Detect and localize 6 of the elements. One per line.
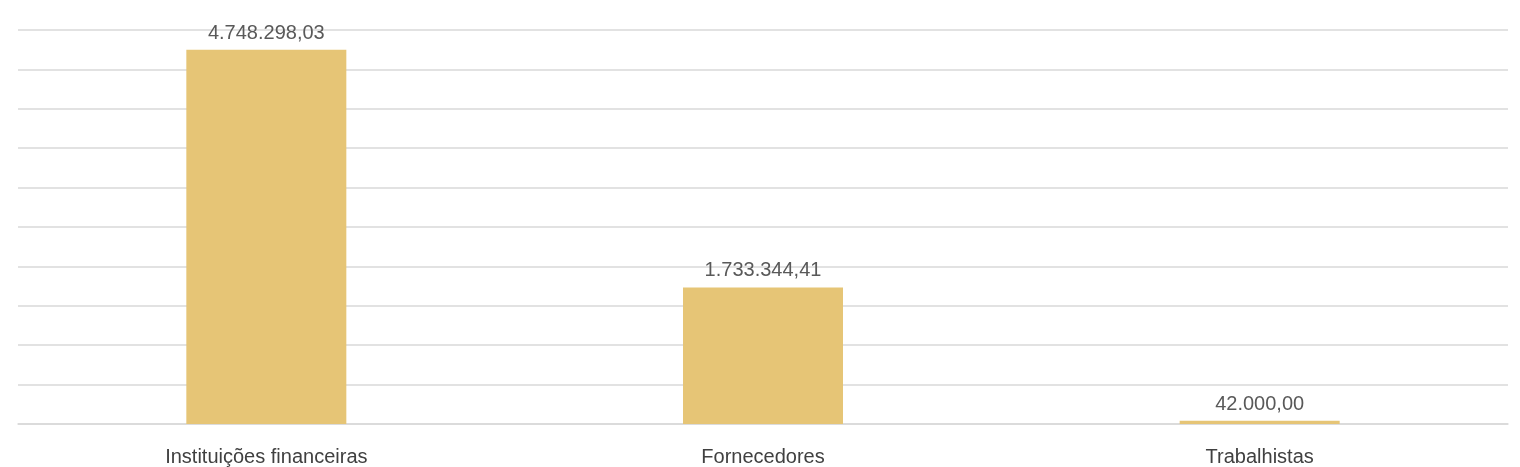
data-label: 42.000,00 [1215, 391, 1305, 414]
x-tick-label: Trabalhistas [1205, 445, 1314, 467]
x-tick-label: Fornecedores [701, 445, 825, 467]
data-label: 4.748.298,03 [207, 20, 325, 43]
data-label: 1.733.344,41 [704, 258, 822, 281]
x-tick-label: Instituições financeiras [165, 445, 368, 467]
